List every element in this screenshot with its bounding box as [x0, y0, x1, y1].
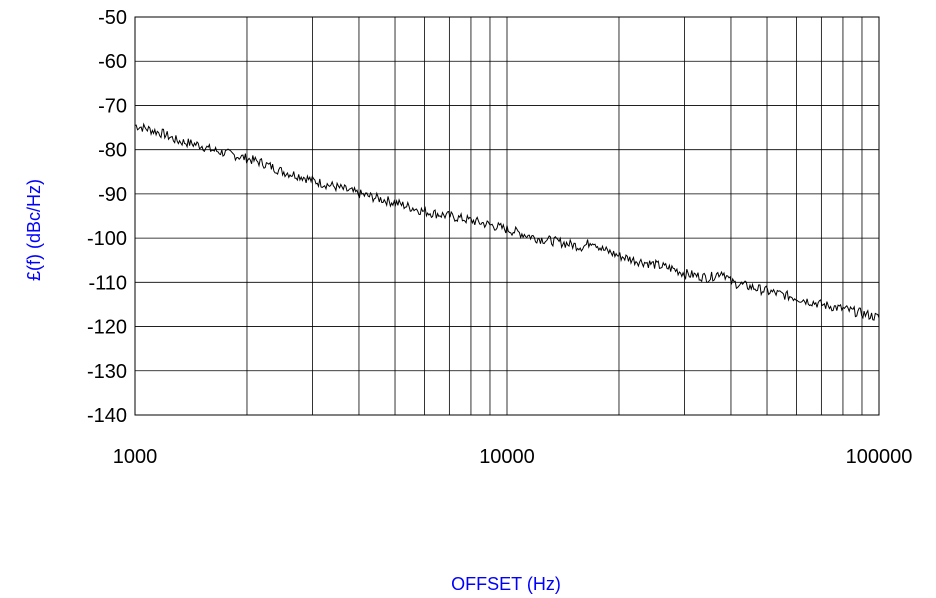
x-tick-labels: 1000 10000 100000 — [113, 446, 913, 468]
plot-area-frame — [134, 16, 880, 416]
grid — [135, 17, 879, 415]
x-tick-label: 10000 — [479, 446, 535, 468]
y-tick-label: -110 — [88, 272, 127, 294]
y-tick-labels: -50 -60 -70 -80 -90 -100 -110 -120 -130 -140 — [87, 7, 127, 427]
y-axis-label: £(f) (dBc/Hz) — [24, 179, 44, 281]
y-tick-label: -50 — [98, 7, 127, 29]
y-tick-label: -90 — [98, 184, 127, 206]
y-tick-label: -140 — [87, 405, 127, 427]
x-tick-label: 100000 — [846, 446, 913, 468]
phase-noise-series-line — [134, 122, 880, 321]
y-tick-label: -120 — [87, 317, 127, 339]
x-tick-label: 1000 — [113, 446, 158, 468]
y-tick-label: -130 — [87, 361, 127, 383]
y-tick-label: -100 — [87, 228, 127, 250]
x-axis-label: OFFSET (Hz) — [451, 574, 561, 594]
y-tick-label: -80 — [98, 140, 127, 162]
y-tick-label: -70 — [98, 95, 127, 117]
y-tick-label: -60 — [98, 51, 127, 73]
